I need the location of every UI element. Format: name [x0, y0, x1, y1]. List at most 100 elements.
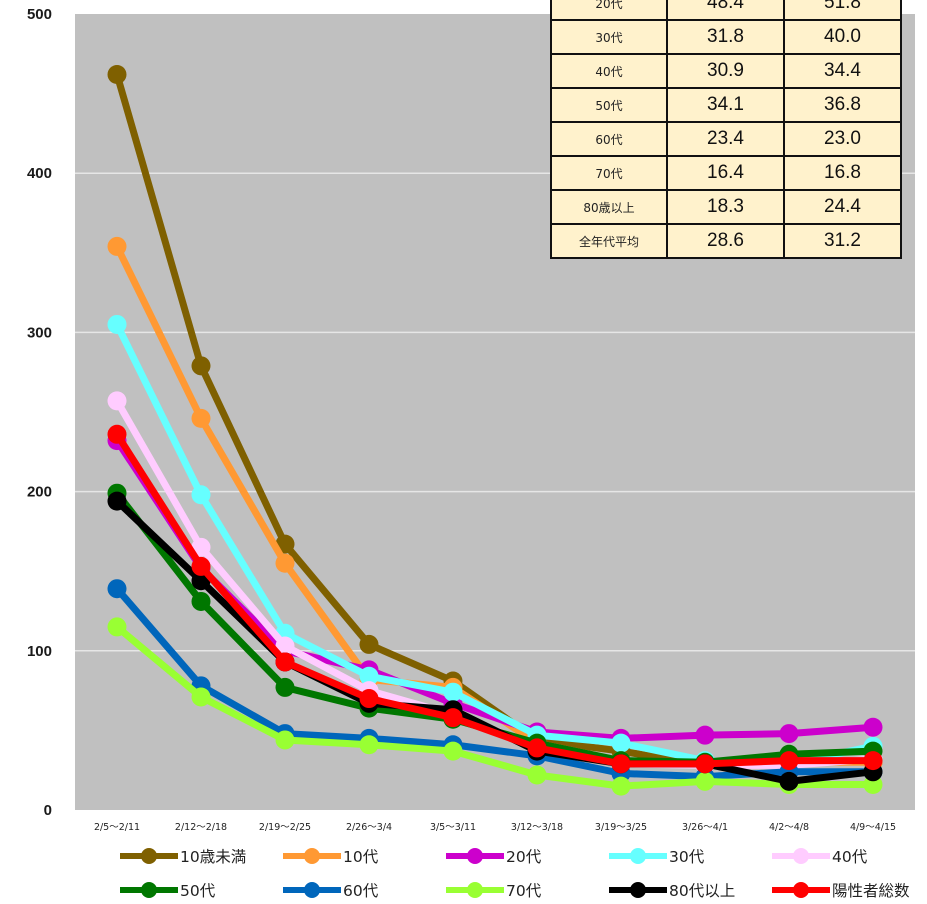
x-tick-label: 4/9～4/15: [850, 822, 896, 833]
legend-label: 80代以上: [669, 882, 736, 900]
data-point: [107, 236, 127, 256]
data-point: [107, 424, 127, 444]
table-row: 30代 31.8 40.0: [550, 19, 902, 55]
table-row-label: 80歳以上: [550, 189, 668, 225]
legend-marker: [446, 876, 504, 904]
table-row-label: 60代: [550, 121, 668, 157]
table-cell: 28.6: [666, 223, 785, 259]
legend-item: 30代: [609, 842, 704, 870]
y-tick-label: 100: [27, 643, 52, 660]
data-point: [779, 751, 799, 771]
data-point: [275, 553, 295, 573]
data-point: [863, 717, 883, 737]
legend-marker: [283, 876, 341, 904]
legend-item: 陽性者総数: [772, 876, 910, 904]
legend-item: 10代: [283, 842, 378, 870]
legend-label: 30代: [669, 848, 705, 866]
legend-marker: [772, 876, 830, 904]
table-row-label: 20代: [550, 0, 668, 21]
data-point: [191, 687, 211, 707]
legend-marker: [120, 876, 178, 904]
table-cell: 51.8: [783, 0, 902, 21]
table-row: 50代 34.1 36.8: [550, 87, 902, 123]
table-cell: 16.8: [783, 155, 902, 191]
data-point: [191, 485, 211, 505]
table-row-label: 40代: [550, 53, 668, 89]
table-row-label: 50代: [550, 87, 668, 123]
legend-label: 10歳未満: [180, 848, 247, 866]
x-tick-label: 2/19～2/25: [259, 822, 311, 833]
table-cell: 36.8: [783, 87, 902, 123]
table-cell: 30.9: [666, 53, 785, 89]
legend-marker: [772, 842, 830, 870]
data-point: [611, 754, 631, 774]
table-row-label: 70代: [550, 155, 668, 191]
table-row-label: 30代: [550, 19, 668, 55]
data-point: [191, 556, 211, 576]
legend-item: 40代: [772, 842, 867, 870]
table-cell: 40.0: [783, 19, 902, 55]
table-row: 20代 48.4 51.8: [550, 0, 902, 21]
data-point: [275, 730, 295, 750]
table-cell: 34.1: [666, 87, 785, 123]
legend-item: 20代: [446, 842, 541, 870]
x-tick-label: 3/19～3/25: [595, 822, 647, 833]
legend-item: 10歳未満: [120, 842, 246, 870]
table-cell: 23.0: [783, 121, 902, 157]
data-point: [359, 689, 379, 709]
data-table: 20代 48.4 51.8 30代 31.8 40.0 40代 30.9 34.4 50代 34.1…: [550, 0, 902, 259]
data-point: [191, 537, 211, 557]
table-cell: 31.8: [666, 19, 785, 55]
table-cell: 16.4: [666, 155, 785, 191]
table-row: 60代 23.4 23.0: [550, 121, 902, 157]
table-row-label: 全年代平均: [550, 223, 668, 259]
table-cell: 48.4: [666, 0, 785, 21]
legend-label: 60代: [343, 882, 379, 900]
series-8: [107, 617, 883, 796]
data-point: [275, 652, 295, 672]
data-point: [527, 738, 547, 758]
legend-marker: [283, 842, 341, 870]
y-tick-label: 200: [27, 484, 52, 501]
legend-label: 陽性者総数: [832, 882, 910, 900]
table-cell: 23.4: [666, 121, 785, 157]
legend: 10歳未満 10代 20代 30代 40代 50代 60代 70代 80代以上 陽性者総数: [120, 842, 920, 900]
data-point: [107, 64, 127, 84]
x-tick-label: 2/26～3/4: [346, 822, 392, 833]
table-row: 全年代平均 28.6 31.2: [550, 223, 902, 259]
data-point: [275, 636, 295, 656]
x-tick-label: 3/12～3/18: [511, 822, 563, 833]
data-point: [191, 356, 211, 376]
x-tick-label: 2/12～2/18: [175, 822, 227, 833]
y-tick-label: 500: [27, 6, 52, 23]
series-line: [113, 430, 877, 768]
data-point: [443, 741, 463, 761]
x-tick-label: 4/2～4/8: [769, 822, 809, 833]
data-point: [863, 751, 883, 771]
data-point: [107, 314, 127, 334]
legend-marker: [609, 842, 667, 870]
data-point: [779, 771, 799, 791]
x-tick-label: 3/26～4/1: [682, 822, 728, 833]
data-point: [107, 391, 127, 411]
table-cell: 24.4: [783, 189, 902, 225]
data-point: [695, 725, 715, 745]
table-cell: 34.4: [783, 53, 902, 89]
data-point: [779, 724, 799, 744]
legend-marker: [120, 842, 178, 870]
x-tick-label: 3/5～3/11: [430, 822, 476, 833]
table-row: 40代 30.9 34.4: [550, 53, 902, 89]
data-point: [695, 771, 715, 791]
series-10: [107, 424, 883, 774]
legend-item: 70代: [446, 876, 541, 904]
data-point: [443, 708, 463, 728]
data-point: [107, 491, 127, 511]
y-tick-label: 300: [27, 324, 52, 341]
data-point: [611, 776, 631, 796]
data-point: [359, 735, 379, 755]
data-point: [191, 408, 211, 428]
legend-item: 80代以上: [609, 876, 735, 904]
data-point: [275, 677, 295, 697]
legend-label: 20代: [506, 848, 542, 866]
table-row: 80歳以上 18.3 24.4: [550, 189, 902, 225]
